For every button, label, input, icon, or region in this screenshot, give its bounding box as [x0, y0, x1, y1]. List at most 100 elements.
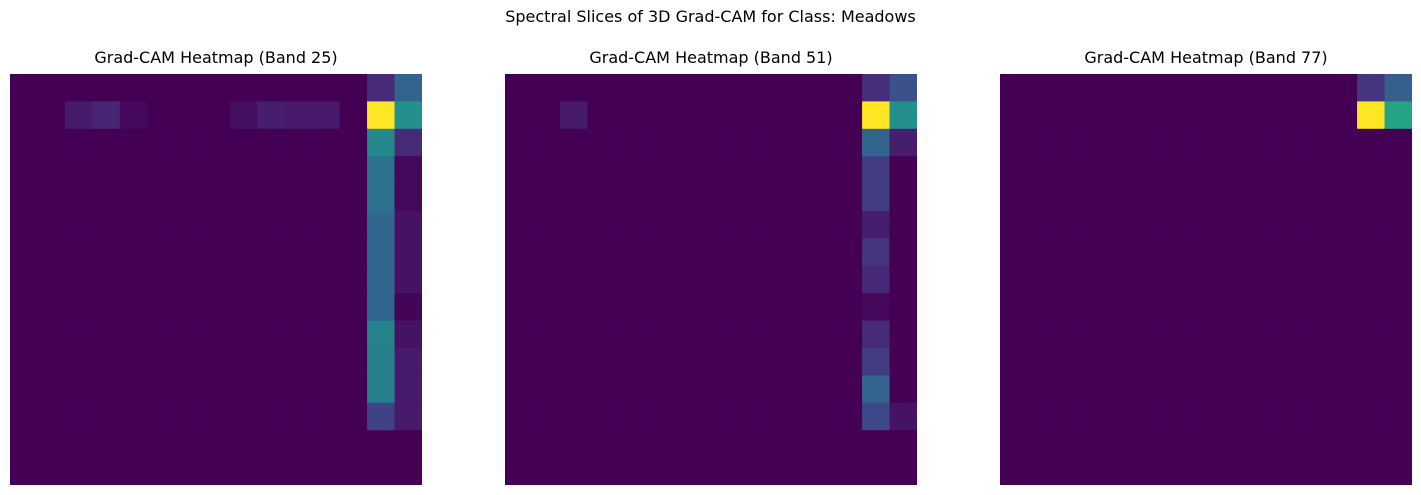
- heatmap-cell-r0-c11: [807, 74, 836, 102]
- heatmap-cell-r14-c4: [119, 457, 148, 485]
- heatmap-cell-r0-c5: [642, 74, 671, 102]
- heatmap-cell-r0-c5: [1137, 74, 1166, 102]
- heatmap-cell-r3-c8: [724, 156, 753, 185]
- heatmap-cell-r12-c11: [807, 402, 836, 431]
- heatmap-cell-r7-c8: [229, 265, 258, 294]
- heatmap-cell-r6-c5: [642, 238, 671, 267]
- heatmap-cell-r10-c4: [614, 348, 643, 376]
- heatmap-cell-r4-c5: [1137, 183, 1166, 212]
- heatmap-cell-r1-c13: [862, 101, 891, 130]
- heatmap-cell-r2-c11: [312, 128, 341, 157]
- heatmap-cell-r2-c7: [697, 128, 726, 157]
- heatmap-cell-r10-c6: [174, 348, 203, 376]
- heatmap-cell-r0-c12: [834, 74, 863, 102]
- heatmap-cell-r3-c11: [312, 156, 341, 185]
- heatmap-cell-r14-c14: [394, 457, 422, 485]
- heatmap-cell-r10-c0: [505, 348, 534, 376]
- heatmap-cell-r9-c14: [889, 320, 917, 349]
- heatmap-cell-r4-c2: [1054, 183, 1083, 212]
- heatmap-cell-r0-c11: [1302, 74, 1331, 102]
- heatmap-cell-r10-c12: [339, 348, 368, 376]
- heatmap-cell-r13-c7: [697, 430, 726, 459]
- heatmap-cell-r2-c14: [889, 128, 917, 157]
- heatmap-cell-r13-c6: [669, 430, 698, 459]
- heatmap-cell-r11-c11: [312, 375, 341, 404]
- heatmap-cell-r4-c12: [834, 183, 863, 212]
- heatmap-cell-r0-c9: [1247, 74, 1276, 102]
- heatmap-cell-r6-c2: [559, 238, 588, 267]
- heatmap-cell-r10-c2: [64, 348, 93, 376]
- heatmap-cell-r4-c0: [1000, 183, 1029, 212]
- heatmap-cell-r10-c11: [312, 348, 341, 376]
- heatmap-cell-r3-c12: [1329, 156, 1358, 185]
- heatmap-cell-r1-c3: [587, 101, 616, 130]
- heatmap-band-25: [10, 74, 422, 485]
- heatmap-cell-r12-c12: [834, 402, 863, 431]
- heatmap-cell-r3-c4: [614, 156, 643, 185]
- heatmap-cell-r0-c12: [1329, 74, 1358, 102]
- panel-title-band-25: Grad-CAM Heatmap (Band 25): [94, 48, 338, 67]
- heatmap-cell-r5-c0: [505, 211, 534, 239]
- heatmap-cell-r9-c9: [257, 320, 286, 349]
- heatmap-cell-r0-c0: [1000, 74, 1029, 102]
- heatmap-cell-r12-c3: [92, 402, 121, 431]
- heatmap-cell-r13-c14: [889, 430, 917, 459]
- heatmap-cell-r6-c5: [147, 238, 176, 267]
- heatmap-cell-r1-c7: [202, 101, 231, 130]
- heatmap-cell-r12-c2: [559, 402, 588, 431]
- heatmap-cell-r6-c7: [202, 238, 231, 267]
- heatmap-cell-r3-c7: [1192, 156, 1221, 185]
- heatmap-cell-r0-c13: [1357, 74, 1386, 102]
- heatmap-cell-r11-c1: [1027, 375, 1056, 404]
- heatmap-cell-r3-c0: [10, 156, 39, 185]
- heatmap-cell-r4-c1: [1027, 183, 1056, 212]
- heatmap-cell-r1-c4: [614, 101, 643, 130]
- heatmap-cell-r12-c1: [1027, 402, 1056, 431]
- heatmap-cell-r8-c3: [1082, 293, 1111, 322]
- heatmap-cell-r10-c14: [394, 348, 422, 376]
- heatmap-cell-r3-c2: [559, 156, 588, 185]
- heatmap-cell-r13-c4: [614, 430, 643, 459]
- heatmap-cell-r7-c11: [312, 265, 341, 294]
- heatmap-cell-r0-c1: [532, 74, 561, 102]
- heatmap-cell-r4-c2: [559, 183, 588, 212]
- heatmap-cell-r7-c14: [1384, 265, 1412, 294]
- heatmap-cell-r12-c10: [1274, 402, 1303, 431]
- heatmap-cell-r8-c4: [1109, 293, 1138, 322]
- heatmap-cell-r6-c9: [257, 238, 286, 267]
- heatmap-cell-r7-c11: [807, 265, 836, 294]
- heatmap-cell-r1-c0: [10, 101, 39, 130]
- heatmap-cell-r6-c3: [1082, 238, 1111, 267]
- heatmap-cell-r14-c14: [1384, 457, 1412, 485]
- heatmap-cell-r11-c5: [1137, 375, 1166, 404]
- heatmap-cell-r3-c3: [587, 156, 616, 185]
- heatmap-cell-r14-c6: [669, 457, 698, 485]
- heatmap-cell-r10-c13: [862, 348, 891, 376]
- heatmap-cell-r13-c4: [1109, 430, 1138, 459]
- heatmap-cell-r4-c2: [64, 183, 93, 212]
- heatmap-cell-r13-c5: [642, 430, 671, 459]
- heatmap-cell-r1-c10: [779, 101, 808, 130]
- heatmap-cell-r1-c10: [284, 101, 313, 130]
- heatmap-cell-r12-c11: [1302, 402, 1331, 431]
- heatmap-cell-r13-c6: [1164, 430, 1193, 459]
- heatmap-cell-r1-c7: [697, 101, 726, 130]
- heatmap-cell-r13-c8: [724, 430, 753, 459]
- heatmap-cell-r14-c4: [614, 457, 643, 485]
- heatmap-cell-r9-c14: [1384, 320, 1412, 349]
- heatmap-cell-r9-c12: [834, 320, 863, 349]
- heatmap-cell-r8-c1: [37, 293, 66, 322]
- heatmap-cell-r3-c1: [37, 156, 66, 185]
- heatmap-cell-r10-c2: [1054, 348, 1083, 376]
- heatmap-cell-r12-c1: [532, 402, 561, 431]
- heatmap-cell-r1-c8: [724, 101, 753, 130]
- heatmap-cell-r5-c5: [1137, 211, 1166, 239]
- heatmap-cell-r0-c11: [312, 74, 341, 102]
- heatmap-cell-r3-c8: [1219, 156, 1248, 185]
- heatmap-cell-r14-c9: [1247, 457, 1276, 485]
- heatmap-cell-r3-c9: [1247, 156, 1276, 185]
- heatmap-cell-r5-c0: [1000, 211, 1029, 239]
- heatmap-cell-r11-c3: [92, 375, 121, 404]
- heatmap-cell-r7-c14: [889, 265, 917, 294]
- heatmap-cell-r8-c3: [587, 293, 616, 322]
